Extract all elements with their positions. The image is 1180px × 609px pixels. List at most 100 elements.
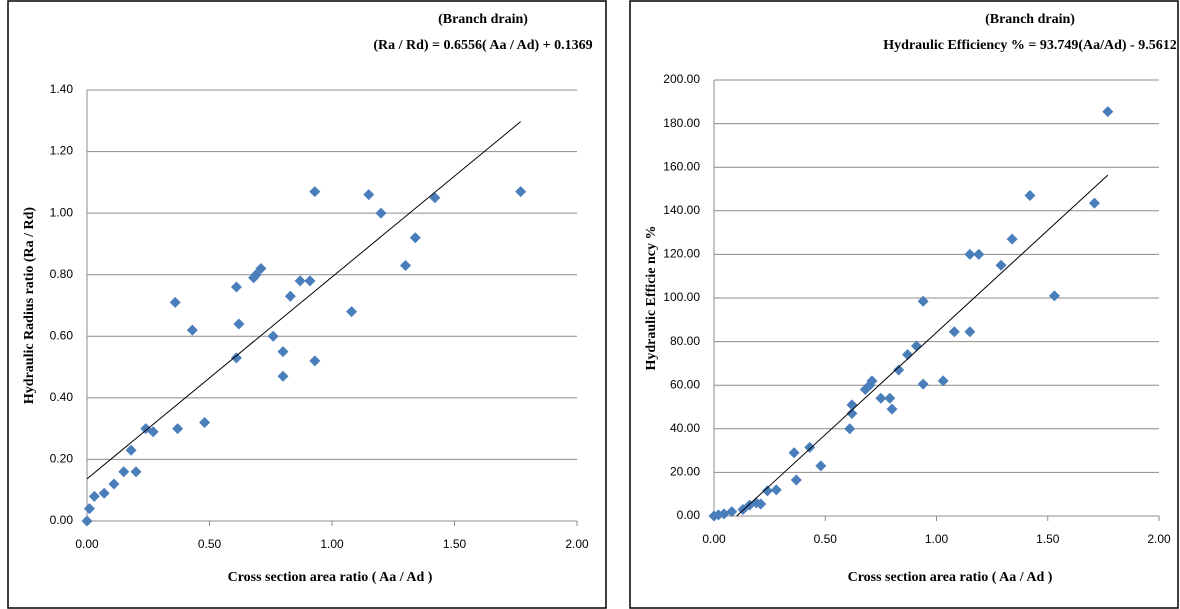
point (718, 508, 730, 520)
point (964, 248, 976, 260)
point (375, 207, 387, 219)
x-tick-label: 0.50 (814, 532, 838, 546)
chart-title: (Branch drain) (985, 12, 1075, 27)
point (172, 423, 184, 435)
x-tick-label: 1.00 (925, 532, 949, 546)
point (147, 426, 159, 438)
point (81, 515, 93, 527)
point (726, 506, 738, 518)
point (884, 392, 896, 404)
trendline (736, 174, 1109, 517)
point (948, 326, 960, 338)
point (250, 269, 262, 281)
y-tick-label: 20.00 (670, 465, 700, 479)
point (917, 378, 929, 390)
point (964, 326, 976, 338)
point (88, 490, 100, 502)
point (1006, 233, 1018, 245)
point (1048, 290, 1060, 302)
trendline (86, 121, 521, 480)
x-tick-label: 1.50 (1036, 532, 1060, 546)
point (815, 460, 827, 472)
point (294, 275, 306, 287)
y-tick-label: 0.00 (677, 508, 701, 522)
x-tick-label: 1.50 (443, 537, 467, 551)
point (755, 498, 767, 510)
y-tick-label: 100.00 (663, 290, 700, 304)
x-tick-label: 2.00 (565, 537, 589, 551)
point (804, 441, 816, 453)
x-tick-label: 0.00 (75, 537, 99, 551)
panel-frame (7, 0, 607, 609)
y-tick-label: 0.00 (50, 513, 74, 527)
y-tick-label: 120.00 (663, 247, 700, 261)
y-axis-label: Hydraulic Radius ratio (Ra / Rd) (22, 207, 37, 405)
point (409, 232, 421, 244)
x-axis-label: Cross section area ratio ( Aa / Ad ) (848, 570, 1053, 585)
point (1024, 190, 1036, 202)
point (788, 447, 800, 459)
point (886, 403, 898, 415)
point (98, 487, 110, 499)
point (910, 340, 922, 352)
point (1102, 106, 1114, 118)
point (770, 484, 782, 496)
y-axis-label: Hydraulic Efficie ncy % (644, 225, 659, 370)
point (304, 275, 316, 287)
point (790, 474, 802, 486)
y-tick-label: 180.00 (663, 116, 700, 130)
point (1088, 197, 1100, 209)
y-tick-label: 80.00 (670, 334, 700, 348)
point (277, 370, 289, 382)
point (363, 189, 375, 201)
point (267, 330, 279, 342)
point (937, 375, 949, 387)
y-tick-label: 140.00 (663, 203, 700, 217)
y-tick-label: 60.00 (670, 377, 700, 391)
y-tick-label: 0.40 (50, 390, 74, 404)
point (186, 324, 198, 336)
point (230, 281, 242, 293)
y-tick-label: 160.00 (663, 159, 700, 173)
point (866, 375, 878, 387)
x-tick-label: 1.00 (320, 537, 344, 551)
point (515, 186, 527, 198)
y-tick-label: 1.00 (50, 205, 74, 219)
point (902, 349, 914, 361)
panel-frame (629, 0, 1179, 609)
y-tick-label: 1.40 (50, 82, 74, 96)
point (737, 503, 749, 515)
y-tick-label: 1.20 (50, 144, 74, 158)
point (233, 318, 245, 330)
point (346, 306, 358, 318)
x-axis-label: Cross section area ratio ( Aa / Ad ) (228, 570, 433, 585)
point (130, 466, 142, 478)
chart-title: (Branch drain) (438, 12, 528, 27)
point (846, 408, 858, 420)
point (83, 503, 95, 515)
point (309, 355, 321, 367)
y-tick-label: 0.60 (50, 328, 74, 342)
point (230, 352, 242, 364)
y-tick-label: 200.00 (663, 72, 700, 86)
equation: Hydraulic Efficiency % = 93.749(Aa/Ad) -… (883, 38, 1176, 53)
point (712, 509, 724, 521)
point (309, 186, 321, 198)
point (995, 259, 1007, 271)
point (893, 364, 905, 376)
x-tick-label: 0.50 (198, 537, 222, 551)
point (429, 192, 441, 204)
y-tick-label: 40.00 (670, 421, 700, 435)
point (875, 392, 887, 404)
point (169, 296, 181, 308)
point (284, 290, 296, 302)
point (761, 485, 773, 497)
x-tick-label: 0.00 (702, 532, 726, 546)
y-tick-label: 0.20 (50, 452, 74, 466)
point (917, 295, 929, 307)
point (108, 478, 120, 490)
point (255, 263, 267, 275)
x-tick-label: 2.00 (1147, 532, 1171, 546)
point (199, 416, 211, 428)
